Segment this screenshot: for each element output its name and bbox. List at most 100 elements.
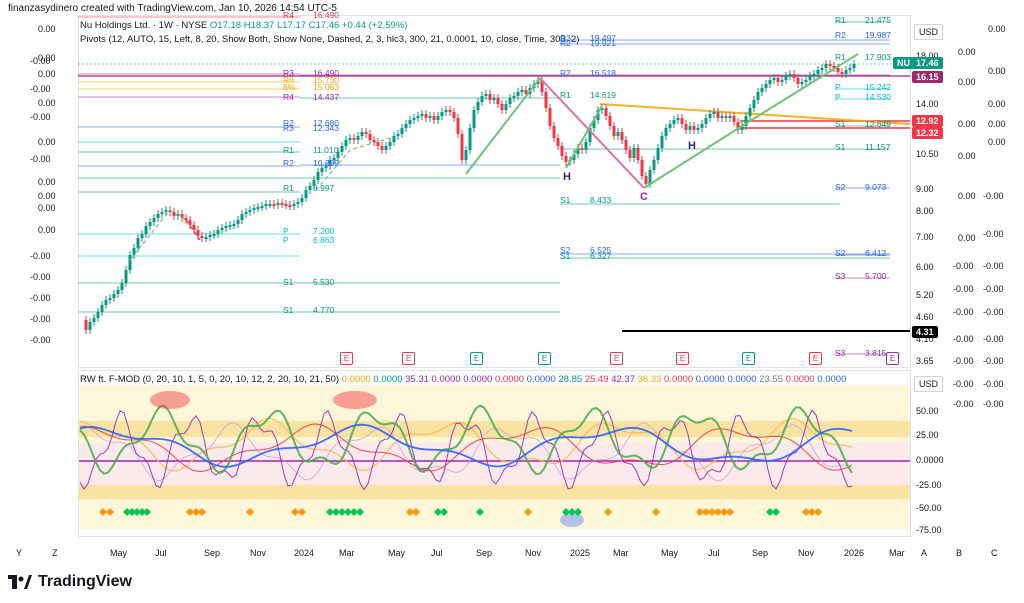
legend-symbol[interactable]: Nu Holdings Ltd. · 1W · NYSE [80, 20, 208, 31]
candle-body [440, 112, 444, 116]
price-pane[interactable] [78, 15, 911, 368]
indicator-value: 0.0000 [460, 374, 493, 385]
candle-body [168, 210, 172, 212]
indicator-signal-diamond [133, 508, 141, 516]
candle-body [556, 138, 560, 146]
legend-ohlc: O17.18 H18.37 L17.17 C17.46 +0.44 (+2.59… [209, 20, 408, 31]
indicator-signal-diamond [434, 508, 442, 516]
candle-body [320, 168, 324, 172]
chart-meta-text: finanzasydinero created with TradingView… [8, 3, 337, 14]
candle-body [300, 198, 304, 202]
time-axis-label: 2026 [844, 548, 865, 558]
pivot-level-value: 8.433 [590, 195, 612, 205]
left-axis-tick: 0.00 [38, 24, 56, 34]
outer-axis-a-tick: -0.00 [953, 399, 974, 409]
outer-axis-b-tick: 0.00 [988, 119, 1006, 129]
earnings-marker[interactable]: E [470, 352, 483, 365]
earnings-marker[interactable]: E [538, 352, 551, 365]
candle-body [268, 204, 272, 206]
indicator-signal-diamond [291, 508, 299, 516]
candle-body [200, 236, 204, 238]
indicator-signal-diamond [406, 508, 414, 516]
price-axis-tick: 18.00 [916, 51, 939, 61]
candle-body [672, 120, 676, 124]
candle-body [724, 116, 728, 118]
indicator-legend[interactable]: RW ft. F-MOD (0, 20, 10, 1, 5, 0, 20, 10… [80, 374, 846, 385]
earnings-marker[interactable]: E [886, 352, 899, 365]
candle-body [500, 104, 504, 110]
candle-body [308, 186, 312, 190]
candle-body [692, 126, 696, 130]
earnings-marker[interactable]: E [610, 352, 623, 365]
left-axis-tick: -0.00 [30, 251, 51, 261]
legend-symbol-row[interactable]: Nu Holdings Ltd. · 1W · NYSE O17.18 H18.… [80, 20, 407, 31]
candle-body [728, 116, 732, 118]
candle-body [616, 132, 620, 136]
time-axis-label: Nov [250, 548, 267, 558]
candle-body [128, 255, 132, 270]
pivot-level-tag: P [283, 235, 289, 245]
candle-body [100, 305, 104, 312]
time-axis-label: May [110, 548, 128, 558]
indicator-pane[interactable] [78, 370, 911, 537]
time-axis-label: Mar [339, 548, 355, 558]
currency-button[interactable]: USD [914, 24, 944, 40]
pivot-level-value: 11.157 [865, 142, 891, 152]
indicator-signal-diamond [192, 508, 200, 516]
candle-body [372, 140, 376, 142]
pivot-level-value: 21.475 [865, 15, 891, 25]
outer-axis-a-tick: 0.00 [958, 233, 976, 243]
earnings-marker[interactable]: E [402, 352, 415, 365]
candle-body [196, 230, 200, 236]
indicator-value: 0.0000 [341, 374, 371, 385]
candle-body [92, 318, 96, 322]
pivot-level-tag: S1 [283, 305, 294, 315]
indicator-signal-diamond [440, 508, 448, 516]
earnings-marker[interactable]: E [340, 352, 353, 365]
indicator-signal-diamond [714, 508, 722, 516]
candle-body [144, 226, 148, 234]
brand-name: TradingView [38, 573, 132, 590]
candle-body [260, 206, 264, 208]
indicator-signal-diamond [574, 508, 582, 516]
pivot-level-value: 15.730 [313, 75, 339, 85]
indicator-value: 0.0000 [724, 374, 757, 385]
candle-body [304, 190, 308, 198]
indicator-value: 0.0000 [814, 374, 847, 385]
candle-body [424, 114, 428, 118]
candle-body [624, 140, 628, 150]
candle-body [312, 180, 316, 186]
indicator-name[interactable]: RW ft. F-MOD (0, 20, 10, 1, 5, 0, 20, 10… [80, 374, 340, 385]
candle-body [336, 152, 340, 158]
indicator-value: 28.85 [555, 374, 583, 385]
pivot-level-value: 6.327 [590, 251, 612, 261]
pivot-level-value: 8.997 [313, 183, 335, 193]
indicator-value: 0.0000 [661, 374, 694, 385]
candle-body [376, 142, 380, 146]
indicator-currency-button[interactable]: USD [914, 376, 944, 392]
price-axis-tick: 6.00 [916, 262, 934, 272]
pivot-level-value: 7.200 [313, 226, 335, 236]
indicator-signal-diamond [802, 508, 810, 516]
candle-body [252, 208, 256, 210]
candle-body [840, 72, 844, 74]
candle-body [224, 226, 228, 228]
pattern-dashed-leg [315, 137, 391, 191]
pivot-level-value: 16.490 [313, 10, 339, 20]
earnings-marker[interactable]: E [742, 352, 755, 365]
earnings-marker[interactable]: E [809, 352, 822, 365]
candle-body [776, 78, 780, 82]
candle-body [284, 204, 288, 206]
left-axis-tick: -0.00 [30, 112, 51, 122]
time-axis-label: Mar [889, 548, 905, 558]
legend-pivots[interactable]: Pivots (12, AUTO, 15, Left, 8, 20, Show … [80, 34, 580, 45]
candle-body [120, 283, 124, 290]
candle-body [152, 218, 156, 222]
tradingview-logo[interactable]: TradingView [8, 573, 132, 591]
candle-body [564, 156, 568, 162]
earnings-marker[interactable]: E [676, 352, 689, 365]
price-axis-tick: 5.20 [916, 290, 934, 300]
candle-body [496, 98, 500, 104]
candle-body [804, 80, 808, 82]
